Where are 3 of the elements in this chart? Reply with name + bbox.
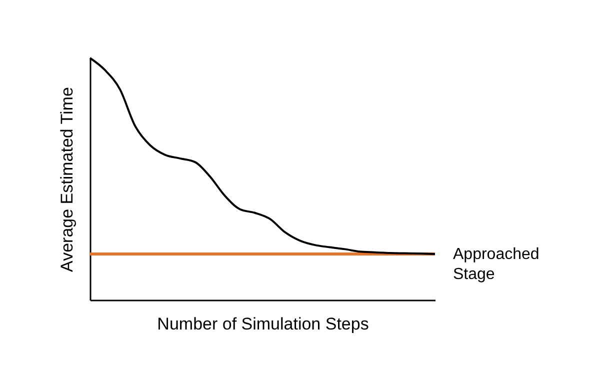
y-axis-title: Average Estimated Time bbox=[58, 87, 76, 272]
x-axis-title: Number of Simulation Steps bbox=[157, 314, 369, 334]
ref-line-label: Approached Stage bbox=[453, 246, 540, 284]
